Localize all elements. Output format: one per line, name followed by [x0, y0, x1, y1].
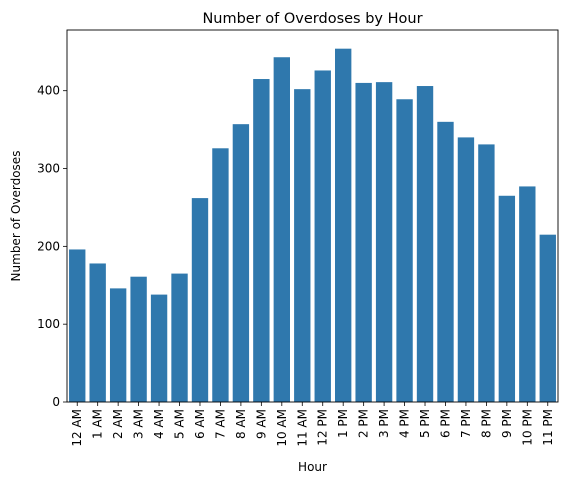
bar-9-pm: [498, 195, 516, 402]
x-tick-label: 6 AM: [193, 409, 207, 439]
bar-8-am: [232, 124, 250, 403]
x-tick-label: 9 AM: [254, 409, 268, 439]
bar-6-pm: [437, 121, 454, 402]
x-tick-label: 3 PM: [377, 409, 391, 438]
bar-5-pm: [416, 86, 434, 402]
x-tick-label: 9 PM: [500, 409, 514, 438]
x-tick-label: 1 AM: [91, 409, 105, 439]
x-tick-label: 11 PM: [541, 409, 555, 446]
x-tick-label: 10 PM: [520, 409, 534, 446]
x-tick-label: 10 AM: [275, 409, 289, 447]
x-tick-label: 3 AM: [132, 409, 146, 439]
bar-6-am: [191, 198, 209, 402]
y-tick-label: 0: [52, 395, 60, 409]
x-tick-label: 11 AM: [295, 409, 309, 447]
x-tick-label: 2 AM: [111, 409, 125, 439]
x-tick-label: 2 PM: [357, 409, 371, 438]
bar-12-pm: [314, 70, 331, 402]
bar-11-pm: [539, 234, 556, 402]
y-tick-label: 100: [37, 317, 60, 331]
bar-10-pm: [519, 186, 536, 402]
x-axis: 12 AM 1 AM 2 AM 3 AM 4 AM 5 AM 6 AM 7 AM 8 AM 9 A…: [70, 402, 555, 447]
x-tick-label: 12 AM: [70, 409, 84, 447]
bar-2-am: [109, 288, 127, 402]
x-tick-label: 12 PM: [316, 409, 330, 446]
x-tick-label: 4 AM: [152, 409, 166, 439]
bar-7-pm: [457, 137, 475, 402]
bar-7-am: [212, 148, 229, 402]
bar-4-am: [150, 294, 168, 402]
y-tick-label: 300: [37, 162, 60, 176]
x-tick-label: 4 PM: [398, 409, 412, 438]
bar-8-pm: [478, 144, 495, 402]
bar-11-am: [294, 89, 311, 403]
x-tick-label: 5 PM: [418, 409, 432, 438]
x-tick-label: 7 PM: [459, 409, 473, 438]
x-axis-title: Hour: [298, 460, 327, 474]
bar-3-pm: [375, 82, 393, 402]
bar-12-am: [69, 249, 86, 402]
bar-4-pm: [396, 99, 413, 402]
y-tick-label: 400: [37, 84, 60, 98]
bar-1-am: [89, 263, 106, 402]
x-tick-label: 7 AM: [213, 409, 227, 439]
chart-title: Number of Overdoses by Hour: [202, 11, 422, 27]
y-axis-title: Number of Overdoses: [9, 151, 23, 282]
bar-10-am: [273, 57, 290, 403]
x-tick-label: 1 PM: [336, 409, 350, 438]
bars-group: [69, 48, 556, 403]
plot-frame: [66, 29, 559, 403]
x-tick-label: 8 PM: [479, 409, 493, 438]
bar-5-am: [171, 273, 188, 402]
y-tick-label: 200: [37, 239, 60, 253]
x-tick-label: 5 AM: [173, 409, 187, 439]
x-tick-label: 6 PM: [438, 409, 452, 438]
bar-2-pm: [355, 82, 372, 403]
bar-1-pm: [335, 48, 352, 403]
bar-9-am: [253, 79, 270, 402]
y-axis: 0 100 200 300 400: [37, 84, 67, 409]
x-tick-label: 8 AM: [234, 409, 248, 439]
bar-3-am: [130, 276, 147, 402]
